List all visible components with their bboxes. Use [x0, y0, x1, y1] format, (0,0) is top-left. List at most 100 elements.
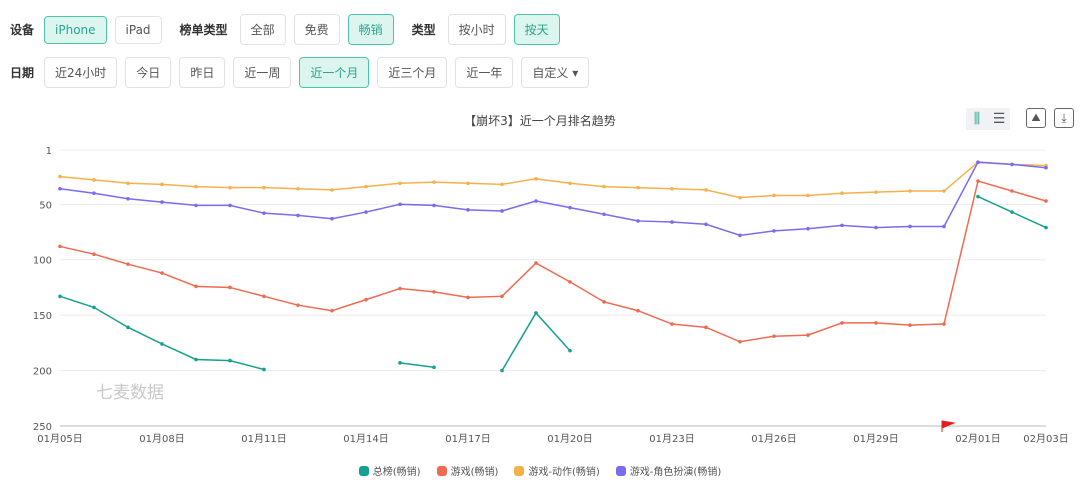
- data-point[interactable]: [194, 203, 198, 208]
- data-point[interactable]: [1044, 165, 1048, 170]
- data-point[interactable]: [568, 348, 572, 353]
- data-point[interactable]: [1010, 162, 1014, 167]
- data-point[interactable]: [228, 285, 232, 290]
- data-point[interactable]: [262, 294, 266, 299]
- data-point[interactable]: [126, 325, 130, 330]
- date-month-button[interactable]: 近一个月: [299, 57, 370, 88]
- data-point[interactable]: [670, 186, 674, 191]
- list-type-free-button[interactable]: 免费: [293, 14, 340, 45]
- data-point[interactable]: [296, 303, 300, 307]
- data-point[interactable]: [908, 323, 912, 327]
- data-point[interactable]: [92, 178, 96, 182]
- data-point[interactable]: [602, 300, 606, 304]
- data-point[interactable]: [568, 280, 572, 284]
- data-point[interactable]: [840, 321, 844, 325]
- data-point[interactable]: [670, 220, 674, 224]
- data-point[interactable]: [976, 179, 980, 183]
- data-point[interactable]: [466, 295, 470, 300]
- data-point[interactable]: [160, 271, 164, 275]
- date-today-button[interactable]: 今日: [125, 57, 172, 88]
- date-week-button[interactable]: 近一周: [233, 57, 292, 88]
- data-point[interactable]: [806, 193, 810, 198]
- data-point[interactable]: [160, 182, 164, 187]
- bar-chart-icon[interactable]: ⫼: [966, 108, 988, 130]
- data-point[interactable]: [126, 262, 130, 266]
- data-point[interactable]: [772, 229, 776, 233]
- legend-item[interactable]: 游戏(畅销): [436, 463, 498, 478]
- data-point[interactable]: [840, 191, 844, 196]
- data-point[interactable]: [194, 284, 198, 289]
- data-point[interactable]: [704, 222, 708, 227]
- data-point[interactable]: [840, 223, 844, 228]
- data-point[interactable]: [228, 203, 232, 208]
- data-point[interactable]: [670, 322, 674, 326]
- device-ipad-button[interactable]: iPad: [114, 15, 162, 44]
- data-point[interactable]: [874, 190, 878, 194]
- data-point[interactable]: [194, 357, 198, 362]
- data-point[interactable]: [602, 184, 606, 189]
- data-point[interactable]: [432, 180, 436, 184]
- data-point[interactable]: [262, 185, 266, 190]
- data-point[interactable]: [942, 224, 946, 229]
- data-point[interactable]: [704, 188, 708, 192]
- legend-item[interactable]: 游戏-角色扮演(畅销): [615, 463, 721, 478]
- data-point[interactable]: [1044, 225, 1048, 230]
- data-point[interactable]: [330, 308, 334, 313]
- data-point[interactable]: [398, 202, 402, 207]
- data-point[interactable]: [500, 182, 504, 187]
- data-point[interactable]: [534, 261, 538, 265]
- data-point[interactable]: [1044, 199, 1048, 203]
- download-icon[interactable]: ⤓: [1054, 108, 1074, 128]
- date-3months-button[interactable]: 近三个月: [377, 57, 448, 88]
- data-point[interactable]: [398, 181, 402, 186]
- data-point[interactable]: [500, 294, 504, 299]
- data-point[interactable]: [534, 177, 538, 181]
- data-point[interactable]: [1010, 210, 1014, 214]
- data-point[interactable]: [738, 195, 742, 200]
- data-point[interactable]: [500, 209, 504, 213]
- data-point[interactable]: [58, 186, 62, 191]
- data-point[interactable]: [432, 290, 436, 294]
- save-image-icon[interactable]: ⛰: [1026, 108, 1046, 128]
- data-point[interactable]: [228, 358, 232, 363]
- type-hourly-button[interactable]: 按小时: [447, 14, 506, 45]
- data-point[interactable]: [262, 367, 266, 372]
- data-point[interactable]: [296, 186, 300, 191]
- list-type-grossing-button[interactable]: 畅销: [347, 14, 394, 45]
- data-point[interactable]: [500, 368, 504, 373]
- data-point[interactable]: [432, 203, 436, 208]
- data-point[interactable]: [806, 333, 810, 337]
- data-point[interactable]: [364, 184, 368, 189]
- data-point[interactable]: [976, 160, 980, 164]
- data-point[interactable]: [738, 339, 742, 344]
- data-point[interactable]: [772, 334, 776, 339]
- data-point[interactable]: [58, 244, 62, 249]
- data-point[interactable]: [92, 191, 96, 196]
- data-point[interactable]: [874, 321, 878, 325]
- legend-item[interactable]: 总榜(畅销): [358, 463, 421, 478]
- data-point[interactable]: [636, 219, 640, 223]
- list-icon[interactable]: ☰: [988, 108, 1010, 130]
- data-point[interactable]: [330, 216, 334, 221]
- data-point[interactable]: [296, 213, 300, 218]
- date-custom-dropdown[interactable]: 自定义 ▾: [521, 57, 590, 88]
- data-point[interactable]: [942, 189, 946, 193]
- date-yesterday-button[interactable]: 昨日: [179, 57, 226, 88]
- data-point[interactable]: [976, 194, 980, 199]
- data-point[interactable]: [942, 322, 946, 326]
- data-point[interactable]: [636, 308, 640, 313]
- data-point[interactable]: [432, 365, 436, 370]
- data-point[interactable]: [364, 210, 368, 214]
- data-point[interactable]: [602, 212, 606, 217]
- legend-item[interactable]: 游戏-动作(畅销): [514, 463, 600, 478]
- data-point[interactable]: [330, 188, 334, 192]
- data-point[interactable]: [262, 211, 266, 215]
- data-point[interactable]: [160, 342, 164, 346]
- list-type-all-button[interactable]: 全部: [239, 14, 286, 45]
- data-point[interactable]: [126, 181, 130, 186]
- data-point[interactable]: [160, 200, 164, 204]
- data-point[interactable]: [92, 305, 96, 310]
- data-point[interactable]: [194, 184, 198, 189]
- data-point[interactable]: [534, 199, 538, 203]
- date-24h-button[interactable]: 近24小时: [44, 57, 118, 88]
